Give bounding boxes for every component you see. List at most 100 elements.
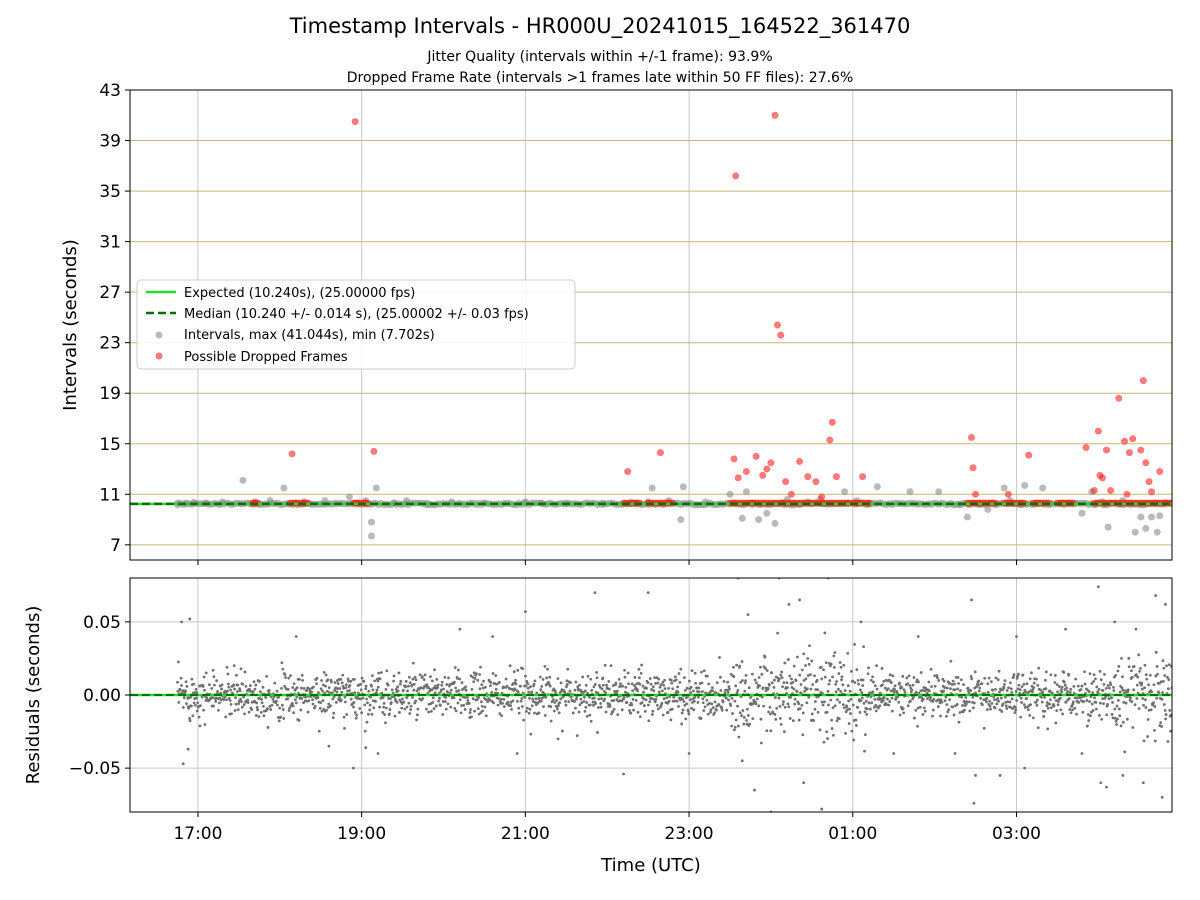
residual-point [662,683,666,687]
residual-point [291,704,295,708]
residual-point [225,698,228,702]
residual-point [438,704,442,707]
residual-point [462,704,466,707]
residual-point [480,704,484,708]
interval-point [841,488,849,496]
residual-point [1073,696,1077,700]
residual-point [630,703,634,707]
residual-point [348,689,351,692]
dropped-frame-point [1025,451,1033,459]
residual-point [408,681,412,685]
residual-point [1046,706,1050,710]
residual-point [614,681,618,685]
residual-point [703,705,707,709]
residual-point [620,708,624,712]
residual-point [179,676,183,680]
residual-point [460,704,463,707]
residual-point [1117,707,1121,711]
interval-point [984,505,992,513]
residual-point [384,706,388,710]
dropped-frame-point [1125,449,1133,457]
residual-point [441,700,445,703]
residual-point [217,701,221,705]
residual-point [1083,682,1087,686]
residual-point [1137,707,1141,711]
residual-point [1134,673,1138,677]
residual-point [454,686,458,690]
residual-point [782,700,785,704]
residual-point [985,708,989,711]
residual-point [900,686,904,689]
residual-point [946,710,950,714]
residual-point [608,704,612,708]
residual-point [555,699,558,702]
residual-point [773,678,776,682]
residual-point [768,712,772,716]
residual-point [306,710,310,714]
residual-point [846,651,850,655]
residual-point [596,691,600,695]
interval-point [763,509,771,517]
residual-point [911,683,915,687]
dropped-frame-point [1156,468,1164,476]
residual-point [336,682,340,685]
residual-point [234,702,238,706]
residual-point [640,701,644,705]
residual-point [797,702,801,706]
residual-point [787,705,791,709]
residual-point [1016,687,1020,691]
dropped-frame-point [763,465,771,473]
residual-point [409,708,413,711]
residual-point [190,677,194,681]
residual-point [1127,656,1131,660]
residual-point [822,668,825,672]
interval-point [367,532,375,540]
residual-point [979,696,983,700]
residual-point [874,709,878,713]
y-axis-label: Intervals (seconds) [60,239,81,411]
residual-point [847,722,851,725]
residual-point [819,665,823,669]
residual-point [236,708,240,712]
residual-point [439,688,443,692]
residual-point [371,688,375,692]
residual-point [294,698,297,702]
residual-point [637,676,641,680]
residual-point [185,702,188,706]
residual-point [554,691,558,695]
residual-point [1098,669,1102,673]
residual-point [1089,714,1092,718]
residual-point [915,678,919,682]
residual-point [906,704,910,708]
y-tick-label: 0.00 [83,686,121,706]
residual-point [277,695,281,699]
residual-point [475,672,478,676]
residual-point [937,679,941,682]
residual-point [936,676,939,680]
residual-point [447,676,450,680]
residual-point [1168,708,1172,712]
residual-point [1000,710,1004,713]
residual-point [352,766,355,770]
dropped-frame-point [1090,487,1098,495]
residual-point [1106,703,1109,706]
residual-point [393,714,397,718]
residual-point [991,688,995,692]
residual-point [520,697,524,700]
residual-point [834,690,838,694]
residual-point [956,687,960,691]
residual-point [1132,688,1136,692]
residual-point [1043,695,1046,699]
residual-point [212,675,216,679]
residual-point [1098,714,1101,717]
residual-point [519,684,522,688]
residual-point [759,741,763,745]
residual-point [603,663,607,667]
residual-point [1113,620,1117,624]
residual-point [822,740,826,744]
residual-point [484,698,488,701]
residual-point [247,710,251,714]
residual-point [239,697,242,701]
residual-point [927,689,931,693]
interval-point [1131,528,1139,536]
